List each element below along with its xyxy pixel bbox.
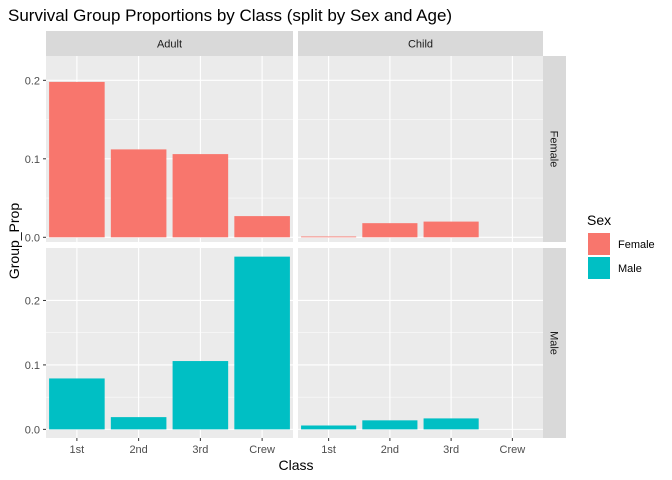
x-tick-label: 2nd <box>129 444 147 456</box>
x-tick-label: 3rd <box>443 444 459 456</box>
strip-female <box>543 56 566 242</box>
panel-background <box>298 56 543 242</box>
bar-adult-female-1st <box>49 81 105 238</box>
y-tick-label: 0.1 <box>25 154 40 166</box>
strip-adult <box>46 31 293 56</box>
x-axis-title: Class <box>278 457 313 473</box>
strip-male <box>543 248 566 438</box>
facet-strips: Adult Child Female Male <box>46 31 566 438</box>
y-tick-label: 0.0 <box>25 232 40 244</box>
legend: Sex Female Male <box>587 212 655 279</box>
x-tick-label: 1st <box>321 444 336 456</box>
bar-child-female-2nd <box>362 223 418 238</box>
x-tick-label: 3rd <box>192 444 208 456</box>
bar-adult-male-2nd <box>110 417 167 430</box>
y-tick-label: 0.1 <box>25 360 40 372</box>
x-tick-label: Crew <box>500 444 526 456</box>
panel-adult-male <box>46 248 293 438</box>
y-tick-label: 0.2 <box>25 295 40 307</box>
legend-key-female <box>588 233 610 255</box>
bar-adult-male-3rd <box>172 361 229 430</box>
y-tick-label: 0.0 <box>25 424 40 436</box>
panel-adult-female <box>46 56 293 242</box>
strip-label-adult: Adult <box>157 39 182 51</box>
x-tick-label: 2nd <box>381 444 399 456</box>
x-tick-label: 1st <box>70 444 85 456</box>
y-axis-title: Group_Prop <box>6 203 22 279</box>
bar-child-male-3rd <box>423 418 479 430</box>
bar-adult-female-crew <box>234 216 290 238</box>
chart-title: Survival Group Proportions by Class (spl… <box>8 6 452 25</box>
bar-child-male-2nd <box>362 420 418 430</box>
y-tick-label: 0.2 <box>25 75 40 87</box>
strip-child <box>298 31 543 56</box>
legend-key-male <box>588 257 610 279</box>
legend-label-female: Female <box>618 239 655 251</box>
panel-background <box>298 248 543 438</box>
bar-adult-male-1st <box>49 378 105 430</box>
bar-adult-female-3rd <box>172 154 229 238</box>
panel-child-female <box>298 56 543 242</box>
strip-label-male: Male <box>548 331 560 355</box>
strip-label-child: Child <box>408 39 433 51</box>
bar-child-female-3rd <box>423 221 479 238</box>
strip-label-female: Female <box>548 131 560 168</box>
x-tick-label: Crew <box>249 444 275 456</box>
bar-adult-female-2nd <box>110 149 167 238</box>
bar-child-male-1st <box>301 425 357 430</box>
facet-panels <box>46 56 543 438</box>
bar-child-female-1st <box>301 236 357 238</box>
legend-title: Sex <box>587 212 611 228</box>
panel-child-male <box>298 248 543 438</box>
legend-label-male: Male <box>618 263 642 275</box>
axes: 0.0 0.1 0.2 0.0 0.1 0.2 1st 2nd 3rd Crew 1st 2nd 3rd… <box>25 75 526 456</box>
bar-adult-male-crew <box>234 256 290 430</box>
